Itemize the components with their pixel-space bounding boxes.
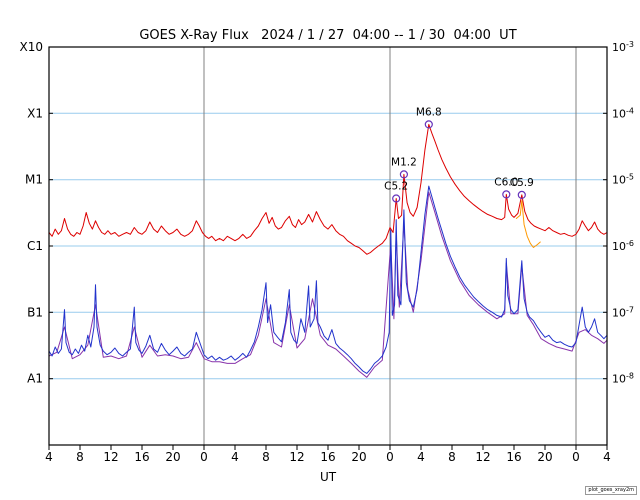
y-right-label: 10-4 <box>612 106 634 120</box>
y-left-label: A1 <box>27 372 43 386</box>
y-left-label: X1 <box>27 106 43 120</box>
y-left-label: M1 <box>25 173 43 187</box>
x-tick-label: 12 <box>289 450 304 464</box>
flare-label-M1.2: M1.2 <box>391 156 417 168</box>
x-tick-label: 4 <box>417 450 425 464</box>
x-tick-label: 0 <box>572 450 580 464</box>
x-tick-label: 8 <box>448 450 456 464</box>
flare-label-C5.9: C5.9 <box>510 177 534 189</box>
series-long_secondary <box>515 200 541 248</box>
series-layer <box>48 123 608 378</box>
annotations-layer: M6.8 M1.2 C5.2 C6.0C5.9 <box>384 106 534 203</box>
flare-marker-C5.2 <box>392 194 401 203</box>
x-tick-label: 20 <box>537 450 552 464</box>
x-axis-title: UT <box>320 470 337 484</box>
flare-marker-C6.0 <box>502 190 511 199</box>
x-tick-label: 20 <box>165 450 180 464</box>
x-tick-label: 8 <box>76 450 84 464</box>
flare-label-M6.8: M6.8 <box>416 106 442 118</box>
x-tick-label: 0 <box>200 450 208 464</box>
x-tick-label: 8 <box>262 450 270 464</box>
x-tick-label: 4 <box>231 450 239 464</box>
x-tick-label: 16 <box>134 450 149 464</box>
axes-layer: 4 8 12 16 20 0 4 8 12 16 20 0 4 8 12 16 20 0 4 X10 X1 M1 C1 B1 A… <box>20 40 634 464</box>
plot-routine-note: plot_goes_xray2m <box>585 486 637 495</box>
flare-marker-M6.8 <box>424 120 433 129</box>
grid-layer <box>49 47 607 445</box>
flare-label-C5.2: C5.2 <box>384 181 408 193</box>
y-right-label: 10-7 <box>612 305 634 319</box>
series-short_primary <box>48 185 608 374</box>
y-left-label: B1 <box>27 305 43 319</box>
x-tick-label: 20 <box>351 450 366 464</box>
y-right-label: 10-6 <box>612 239 634 253</box>
flare-marker-C5.9 <box>517 190 526 199</box>
flare-label-C6.0: C6.0 <box>494 176 518 188</box>
x-tick-label: 12 <box>103 450 118 464</box>
x-tick-label: 12 <box>475 450 490 464</box>
y-right-label: 10-5 <box>612 173 634 187</box>
y-right-label: 10-8 <box>612 372 634 386</box>
chart-title: GOES X-Ray Flux 2024 / 1 / 27 04:00 -- 1… <box>139 28 516 43</box>
series-long_primary <box>48 123 608 255</box>
x-tick-label: 16 <box>320 450 335 464</box>
y-right-label: 10-3 <box>612 40 634 54</box>
y-left-label: X10 <box>20 40 44 54</box>
x-tick-label: 4 <box>603 450 611 464</box>
x-tick-label: 4 <box>45 450 53 464</box>
flare-marker-M1.2 <box>399 170 408 179</box>
x-tick-label: 16 <box>506 450 521 464</box>
x-tick-label: 0 <box>386 450 394 464</box>
y-left-label: C1 <box>27 239 43 253</box>
